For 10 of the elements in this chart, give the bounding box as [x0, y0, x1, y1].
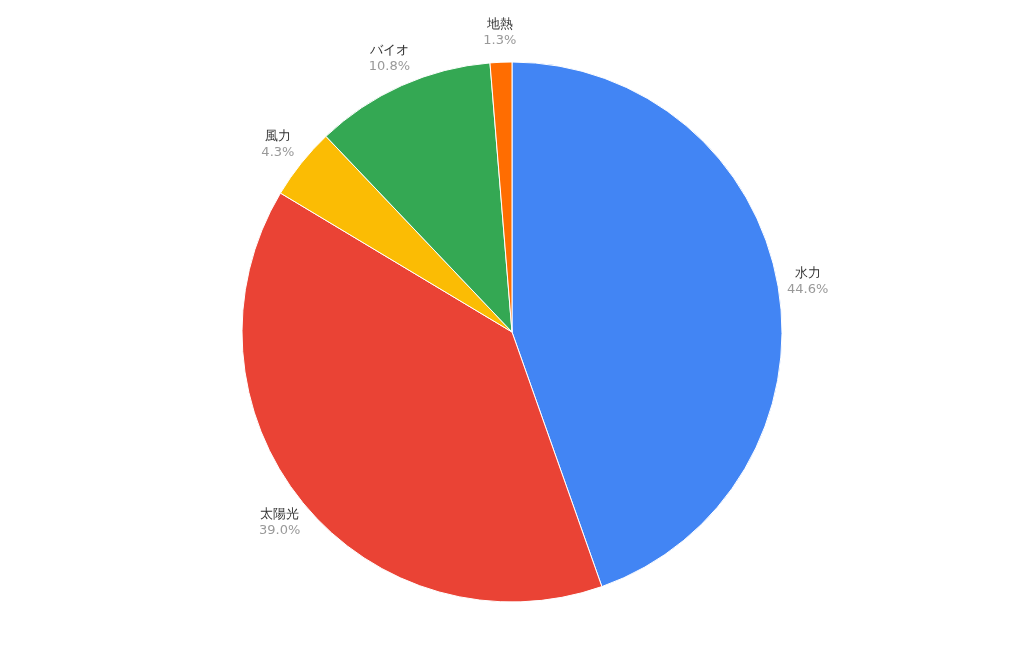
slice-label: 太陽光 [260, 505, 300, 521]
slice-label: 地熱 [485, 16, 513, 32]
data-label: 1.3% [483, 32, 517, 48]
data-label: 44.6% [787, 281, 829, 297]
slice-label: 水力 [794, 265, 821, 281]
slice-label: 風力 [264, 128, 291, 144]
data-label: 39.0% [258, 521, 301, 537]
data-label: 4.3% [261, 144, 295, 160]
data-label: 10.8% [368, 58, 411, 74]
slice-label: バイオ [368, 42, 409, 58]
